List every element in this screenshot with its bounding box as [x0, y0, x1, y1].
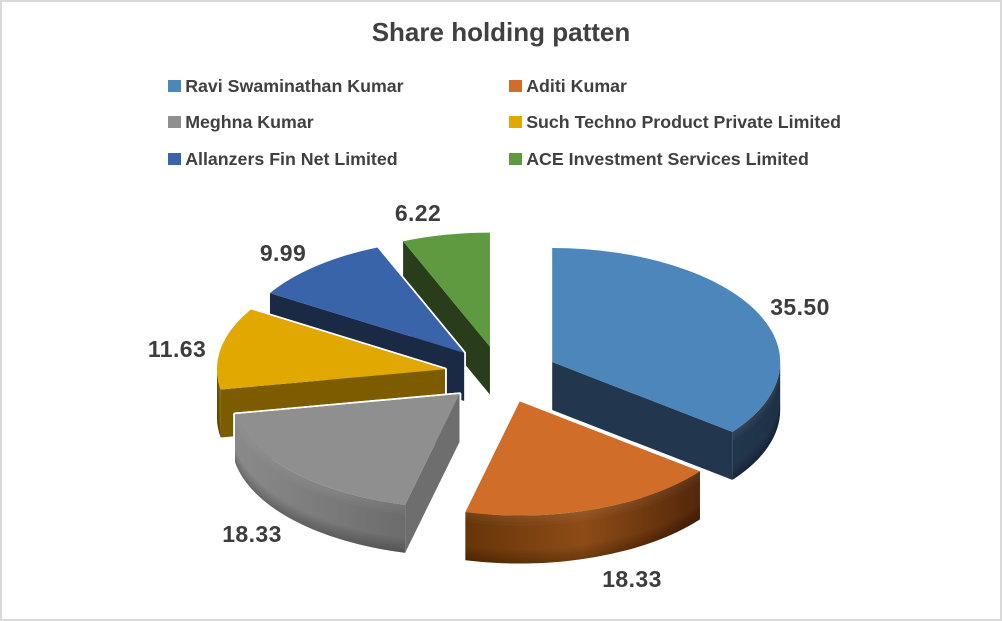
svg-text:9.99: 9.99: [260, 240, 306, 266]
svg-text:ACE Investment Services Limite: ACE Investment Services Limited: [526, 149, 809, 169]
svg-text:18.33: 18.33: [222, 521, 282, 547]
svg-text:Share holding patten: Share holding patten: [372, 17, 631, 47]
svg-text:Such Techno Product Private Li: Such Techno Product Private Limited: [526, 112, 841, 132]
svg-text:Allanzers Fin Net Limited: Allanzers Fin Net Limited: [185, 149, 397, 169]
svg-text:18.33: 18.33: [602, 566, 662, 592]
svg-text:Ravi Swaminathan Kumar: Ravi Swaminathan Kumar: [185, 76, 403, 96]
svg-text:Aditi Kumar: Aditi Kumar: [526, 76, 627, 96]
svg-text:35.50: 35.50: [770, 294, 830, 320]
svg-text:11.63: 11.63: [148, 336, 206, 362]
svg-text:6.22: 6.22: [395, 200, 441, 226]
svg-text:Meghna Kumar: Meghna Kumar: [185, 112, 314, 132]
